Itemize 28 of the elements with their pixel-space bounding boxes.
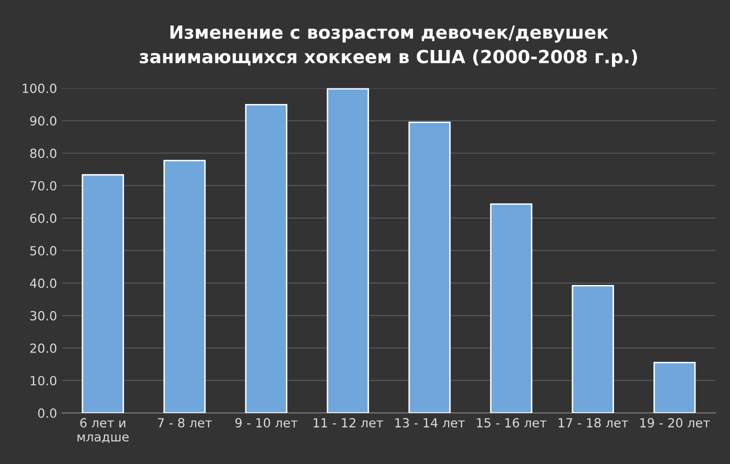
bar: [82, 174, 124, 413]
y-tick-label: 10.0: [30, 376, 56, 386]
bar: [653, 362, 696, 413]
y-tick-label: 80.0: [30, 148, 56, 158]
x-tick-label: 6 лет и младше: [78, 418, 129, 444]
x-tick-label: 11 - 12 лет: [314, 418, 384, 428]
x-tick-label: 9 - 10 лет: [235, 418, 298, 428]
bar: [408, 122, 451, 413]
y-tick-label: 20.0: [30, 343, 56, 353]
y-tick-label: 90.0: [30, 116, 56, 126]
bar: [490, 203, 532, 413]
x-tick-label: 17 - 18 лет: [558, 418, 628, 428]
x-tick-label: 13 - 14 лет: [395, 418, 465, 428]
x-tick-label: 15 - 16 лет: [477, 418, 546, 428]
y-tick-label: 100.0: [22, 84, 56, 94]
y-tick-label: 50.0: [30, 246, 56, 256]
x-tick-label: 19 - 20 лет: [640, 418, 710, 428]
chart-title: Изменение с возрастом девочек/девушек занимающихся хоккеем в США (2000-2008 г.р.): [140, 26, 637, 67]
bar: [245, 104, 288, 413]
bar: [572, 284, 614, 413]
bar: [163, 160, 206, 413]
y-tick-label: 70.0: [30, 181, 56, 191]
bar: [326, 88, 370, 413]
y-tick-label: 60.0: [30, 214, 56, 224]
y-tick-label: 30.0: [30, 310, 56, 320]
x-tick-label: 7 - 8 лет: [158, 418, 212, 428]
y-tick-label: 0.0: [38, 408, 56, 418]
y-tick-label: 40.0: [30, 278, 56, 288]
